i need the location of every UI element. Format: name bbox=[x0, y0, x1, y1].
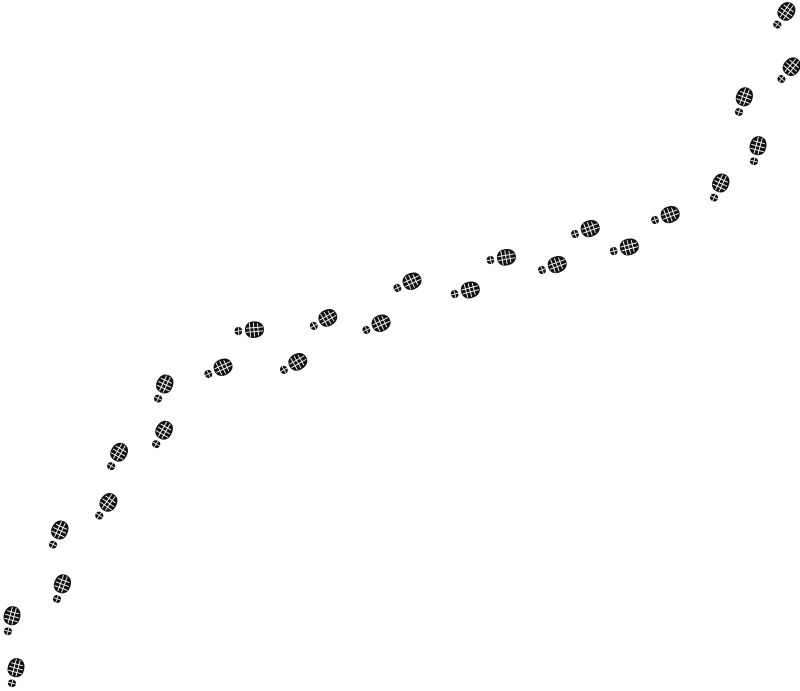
footprint bbox=[234, 321, 264, 338]
footprint bbox=[279, 353, 308, 374]
footprint bbox=[773, 2, 796, 29]
footprint bbox=[204, 358, 233, 378]
footprint bbox=[749, 136, 767, 166]
footprint bbox=[393, 272, 422, 292]
footprint bbox=[309, 309, 338, 330]
footprint bbox=[49, 520, 69, 549]
footprint bbox=[362, 314, 391, 334]
footprint bbox=[571, 220, 600, 239]
footprint bbox=[152, 420, 173, 449]
footprint bbox=[710, 173, 730, 202]
footprint bbox=[95, 493, 118, 520]
footprint bbox=[52, 574, 71, 603]
footprint bbox=[651, 206, 680, 225]
footprint bbox=[7, 658, 25, 688]
footprint bbox=[734, 87, 753, 116]
footprint bbox=[777, 57, 800, 83]
footprint bbox=[3, 606, 21, 636]
footprint bbox=[538, 256, 567, 275]
footprint bbox=[450, 281, 480, 299]
footprint bbox=[486, 249, 516, 266]
footprint bbox=[609, 238, 639, 256]
footprint bbox=[107, 442, 128, 471]
footprint bbox=[154, 374, 174, 403]
